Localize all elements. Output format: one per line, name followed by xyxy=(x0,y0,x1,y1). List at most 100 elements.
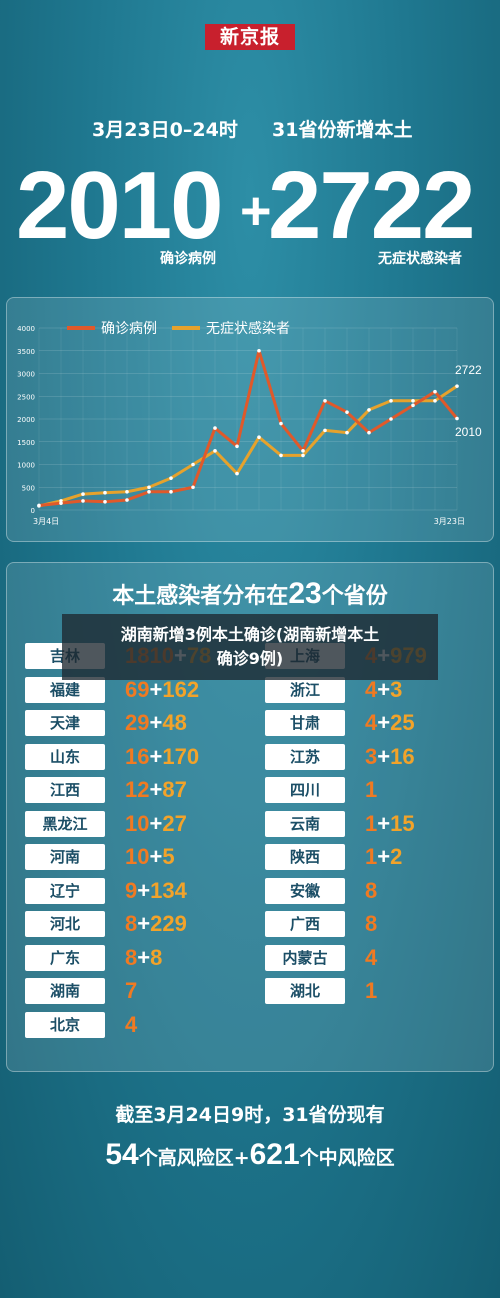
data-point xyxy=(235,471,239,476)
data-point xyxy=(411,399,415,403)
trend-chart: 0 500 1000 1500 2000 2500 3000 3500 4000 3月4日 3月23… xyxy=(17,320,482,526)
data-point xyxy=(169,476,173,480)
y-tick-label: 3000 xyxy=(17,371,35,379)
asymptomatic-label: 无症状感染者 xyxy=(378,251,462,267)
province-row: 江苏 3+16 xyxy=(265,743,485,770)
province-confirmed: 10 xyxy=(125,810,150,836)
data-point xyxy=(191,485,195,490)
province-count: 23 xyxy=(288,577,322,610)
province-value: 9+134 xyxy=(125,876,187,906)
plus-sign: + xyxy=(137,877,151,903)
province-asymptomatic: 134 xyxy=(150,877,187,903)
province-asymptomatic: 229 xyxy=(150,911,187,936)
data-point xyxy=(301,449,305,453)
plus-sign: + xyxy=(377,676,391,702)
plus-sign: + xyxy=(377,710,391,735)
province-asymptomatic: 170 xyxy=(162,743,200,769)
data-point xyxy=(279,421,283,426)
data-point xyxy=(433,389,437,394)
province-value: 8+229 xyxy=(125,909,187,939)
banner-line-1: 湖南新增3例本土确诊(湖南新增本土 xyxy=(120,625,380,644)
province-asymptomatic: 87 xyxy=(162,777,187,802)
province-asymptomatic: 2 xyxy=(390,844,403,869)
province-value: 10+5 xyxy=(125,842,175,872)
province-row: 河南 10+5 xyxy=(25,844,245,870)
province-name: 湖南 xyxy=(25,978,105,1004)
data-point xyxy=(323,428,327,433)
province-confirmed: 7 xyxy=(125,978,138,1003)
province-name: 湖北 xyxy=(265,978,345,1004)
province-confirmed: 8 xyxy=(125,911,138,936)
province-value: 4+3 xyxy=(365,675,402,705)
province-row: 甘肃 4+25 xyxy=(265,710,485,736)
data-point xyxy=(323,399,327,403)
plus-sign: + xyxy=(149,743,163,769)
province-name: 云南 xyxy=(265,810,345,837)
province-asymptomatic: 16 xyxy=(390,743,415,769)
province-name: 北京 xyxy=(25,1011,105,1038)
province-confirmed: 10 xyxy=(125,844,150,869)
confirmed-count: 2010 xyxy=(16,152,224,259)
data-point xyxy=(125,490,129,494)
data-point xyxy=(279,453,283,458)
report-scope: 31省份新增本土 xyxy=(272,119,413,141)
footer-line-2: 54个高风险区+621个中风险区 xyxy=(0,1138,500,1172)
plus-sign: + xyxy=(377,743,391,769)
province-value: 4 xyxy=(125,1010,137,1040)
data-point xyxy=(103,490,107,495)
province-name: 辽宁 xyxy=(25,877,105,904)
province-row: 云南 1+15 xyxy=(265,810,485,837)
province-name: 河北 xyxy=(25,911,105,937)
province-name: 陕西 xyxy=(265,844,345,870)
province-asymptomatic: 25 xyxy=(390,710,415,735)
plus-sign: + xyxy=(149,844,163,869)
y-tick-label: 0 xyxy=(31,507,35,515)
data-point xyxy=(103,500,107,504)
province-confirmed: 4 xyxy=(365,676,378,702)
province-row: 广西 8 xyxy=(265,911,485,937)
province-name: 福建 xyxy=(25,676,105,703)
data-point xyxy=(235,444,239,449)
province-name: 山东 xyxy=(25,743,105,770)
province-confirmed: 1 xyxy=(365,978,378,1003)
province-confirmed: 8 xyxy=(365,877,378,903)
province-name: 广西 xyxy=(265,911,345,937)
high-risk-text: 个高风险区+ xyxy=(138,1147,250,1169)
end-label-confirmed: 2010 xyxy=(455,425,482,439)
province-name: 安徽 xyxy=(265,877,345,904)
data-point xyxy=(81,499,85,503)
province-confirmed: 9 xyxy=(125,877,138,903)
data-point xyxy=(367,430,371,435)
province-name: 河南 xyxy=(25,844,105,870)
province-row: 湖南 7 xyxy=(25,978,245,1004)
data-point xyxy=(455,416,459,421)
plus-sign: + xyxy=(240,181,272,241)
plus-sign: + xyxy=(137,944,151,970)
y-tick-label: 1000 xyxy=(17,462,35,470)
data-point xyxy=(389,417,393,421)
province-title: 本土感染者分布在23个省份 xyxy=(7,577,493,611)
province-row: 福建 69+162 xyxy=(25,676,245,703)
province-value: 8+8 xyxy=(125,943,162,973)
province-value: 1+2 xyxy=(365,842,402,872)
plus-sign: + xyxy=(377,844,391,869)
province-value: 12+87 xyxy=(125,775,187,805)
x-tick-label: 3月23日 xyxy=(434,517,465,526)
province-row: 黑龙江 10+27 xyxy=(25,810,245,837)
province-row: 安徽 8 xyxy=(265,877,485,904)
high-risk-count: 54 xyxy=(105,1138,139,1171)
legend-label: 无症状感染者 xyxy=(206,320,290,337)
province-confirmed: 4 xyxy=(365,944,378,970)
province-row: 陕西 1+2 xyxy=(265,844,485,870)
province-confirmed: 12 xyxy=(125,777,150,802)
province-value: 7 xyxy=(125,976,137,1006)
province-value: 1 xyxy=(365,976,377,1006)
data-point xyxy=(59,501,63,505)
province-row: 山东 16+170 xyxy=(25,743,245,770)
province-asymptomatic: 48 xyxy=(162,710,187,735)
brand-logo: 新京报 xyxy=(205,24,295,50)
province-confirmed: 4 xyxy=(365,710,378,735)
data-point xyxy=(147,485,151,490)
data-point xyxy=(367,408,371,412)
province-name: 江西 xyxy=(25,777,105,803)
